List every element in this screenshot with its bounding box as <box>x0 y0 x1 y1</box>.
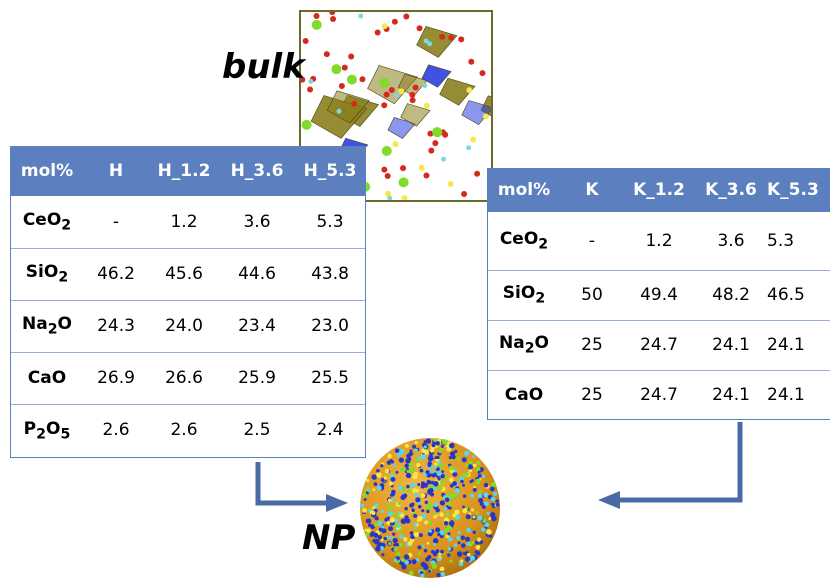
row-label: CaO <box>10 352 84 405</box>
table-cell: 25 <box>581 385 603 406</box>
bulk-label: bulk <box>222 47 305 87</box>
table-row: CaO 25 24.7 24.1 24.1 <box>487 370 830 420</box>
composition-table-k: mol% K K_1.2 K_3.6 K_5.3 CeO2 - 1.2 3.6 … <box>487 168 830 420</box>
column-header: K_5.3 <box>767 168 830 212</box>
table-cell: 25 <box>561 320 623 371</box>
left-arrow <box>255 462 330 506</box>
table-cell: 24.1 <box>695 320 767 371</box>
table-cell: 23.4 <box>220 300 294 353</box>
table-cell: 46.5 <box>767 270 830 321</box>
table-cell: 48.2 <box>695 270 767 321</box>
table-row: P2O5 2.6 2.6 2.5 2.4 <box>10 404 366 456</box>
column-header: H_3.6 <box>220 146 294 196</box>
table-cell: 24.1 <box>712 385 750 406</box>
row-label: CeO2 <box>10 196 84 249</box>
table-cell: 5.3 <box>767 212 830 271</box>
table-row: Na2O 25 24.7 24.1 24.1 <box>487 320 830 371</box>
column-header: K_1.2 <box>623 168 695 212</box>
column-header: H <box>84 146 148 196</box>
table-cell: 24.1 <box>767 385 805 406</box>
table-cell: 24.1 <box>767 320 830 371</box>
table-cell: 44.6 <box>220 248 294 301</box>
column-header: mol% <box>487 168 561 212</box>
table-row: CeO2 - 1.2 3.6 5.3 <box>487 212 830 271</box>
np-label: NP <box>302 518 356 558</box>
column-header: H_5.3 <box>294 146 366 196</box>
table-cell: 25.5 <box>294 352 366 405</box>
table-row: CaO 26.9 26.6 25.9 25.5 <box>10 352 366 405</box>
table-cell: 2.6 <box>170 420 198 441</box>
column-header: mol% <box>10 146 84 196</box>
row-label: P2O5 <box>23 418 71 442</box>
table-cell: 45.6 <box>148 248 220 301</box>
table-header-row: mol% K K_1.2 K_3.6 K_5.3 <box>487 168 830 212</box>
column-header: K_3.6 <box>695 168 767 212</box>
table-cell: 1.2 <box>148 196 220 249</box>
table-cell: 23.0 <box>294 300 366 353</box>
table-row: SiO2 46.2 45.6 44.6 43.8 <box>10 248 366 301</box>
table-cell: 2.6 <box>102 420 130 441</box>
table-cell: 2.4 <box>316 420 344 441</box>
table-cell: 24.7 <box>640 385 678 406</box>
row-label: SiO2 <box>10 248 84 301</box>
table-header-row: mol% H H_1.2 H_3.6 H_5.3 <box>10 146 366 196</box>
table-cell: 24.7 <box>623 320 695 371</box>
table-row: SiO2 50 49.4 48.2 46.5 <box>487 270 830 321</box>
left-arrow-head <box>326 494 348 512</box>
table-row: CeO2 - 1.2 3.6 5.3 <box>10 196 366 249</box>
table-row: Na2O 24.3 24.0 23.4 23.0 <box>10 300 366 353</box>
table-cell: - <box>84 196 148 249</box>
table-cell: 24.0 <box>148 300 220 353</box>
composition-table-h: mol% H H_1.2 H_3.6 H_5.3 CeO2 - 1.2 3.6 … <box>10 146 366 456</box>
row-label: Na2O <box>487 320 561 371</box>
right-arrow <box>616 422 743 503</box>
table-cell: - <box>561 212 623 271</box>
table-cell: 3.6 <box>695 212 767 271</box>
table-cell: 24.3 <box>84 300 148 353</box>
table-cell: 26.9 <box>84 352 148 405</box>
row-label: Na2O <box>10 300 84 353</box>
row-label: CaO <box>504 385 544 406</box>
table-cell: 5.3 <box>294 196 366 249</box>
table-cell: 25.9 <box>220 352 294 405</box>
table-cell: 50 <box>561 270 623 321</box>
table-cell: 1.2 <box>623 212 695 271</box>
table-cell: 26.6 <box>148 352 220 405</box>
right-arrow-head <box>598 491 620 509</box>
column-header: K <box>561 168 623 212</box>
table-cell: 46.2 <box>84 248 148 301</box>
row-label: SiO2 <box>487 270 561 321</box>
row-label: CeO2 <box>487 212 561 271</box>
table-cell: 43.8 <box>294 248 366 301</box>
column-header: H_1.2 <box>148 146 220 196</box>
table-cell: 3.6 <box>220 196 294 249</box>
table-cell: 49.4 <box>623 270 695 321</box>
table-cell: 2.5 <box>243 420 271 441</box>
